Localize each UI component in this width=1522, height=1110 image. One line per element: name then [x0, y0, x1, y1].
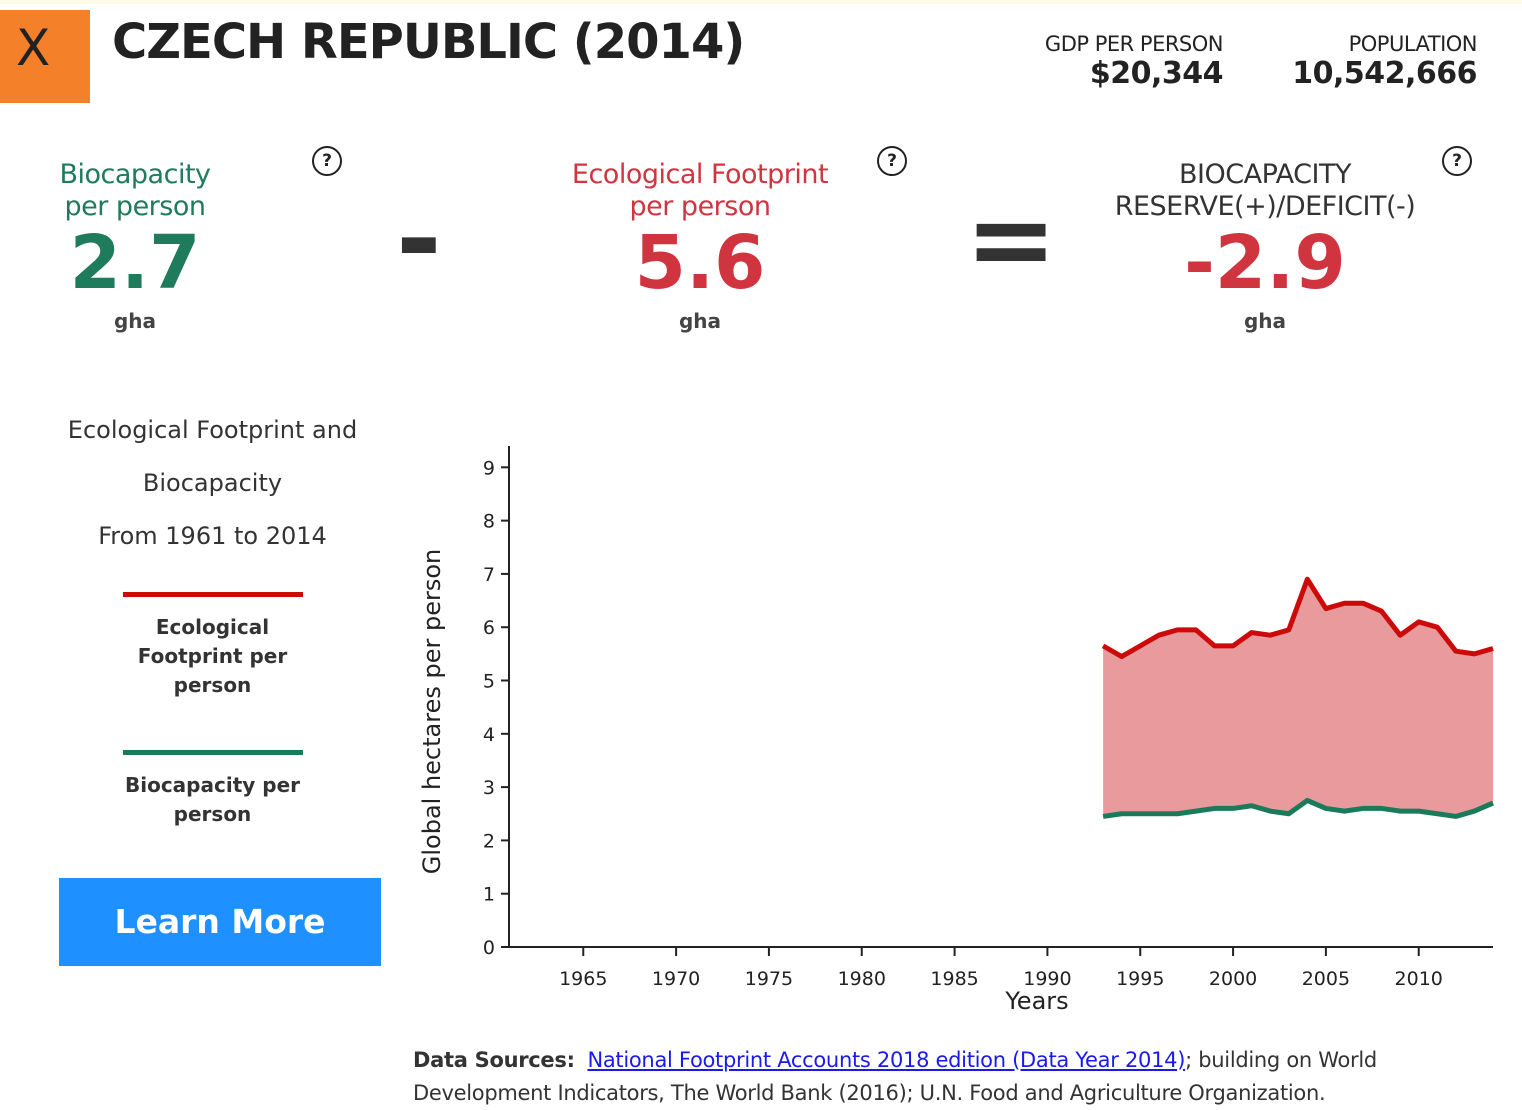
y-tick-label: 7: [483, 564, 495, 586]
x-tick-label: 1975: [745, 968, 793, 990]
footer-text: ; building on World Development Indicato…: [413, 1048, 1377, 1105]
description-line: Ecological Footprint and: [67, 416, 358, 444]
help-icon[interactable]: ?: [1442, 146, 1472, 176]
stat-label: POPULATION: [1348, 32, 1478, 56]
legend-item: Ecological Footprint per person: [90, 592, 335, 700]
x-tick-label: 1970: [652, 968, 700, 990]
description-line: From 1961 to 2014: [98, 522, 327, 550]
y-tick-label: 6: [483, 617, 495, 639]
y-tick-label: 8: [483, 511, 495, 533]
x-tick-label: 1965: [559, 968, 607, 990]
source-link[interactable]: National Footprint Accounts 2018 edition…: [587, 1048, 1186, 1072]
x-tick-label: 2005: [1302, 968, 1350, 990]
population-stat: POPULATION 10,542,666: [1292, 32, 1477, 91]
summary-item: BIOCAPACITY RESERVE(+)/DEFICIT(-) -2.9 gha: [1100, 159, 1430, 333]
summary-unit: gha: [678, 309, 722, 333]
chart: 0 1 2 3 4 5 6 7 8 9 1965 1970 1975 1980 1985 1990 1995 20…: [418, 446, 1494, 1015]
footer-label: Data Sources:: [413, 1048, 575, 1072]
gdp-stat: GDP PER PERSON $20,344: [1044, 32, 1224, 91]
x-tick-label: 1980: [838, 968, 886, 990]
legend-label: Biocapacity per person: [124, 773, 301, 826]
x-tick-label: 2000: [1209, 968, 1257, 990]
summary-label: Biocapacity per person: [59, 159, 211, 222]
footer: Data Sources: National Footprint Account…: [413, 1044, 1513, 1110]
summary-item: Biocapacity per person 2.7 gha: [0, 159, 300, 333]
summary-unit: gha: [113, 309, 157, 333]
x-tick-label: 1990: [1023, 968, 1071, 990]
x-tick-label: 1995: [1116, 968, 1164, 990]
summary-label: BIOCAPACITY RESERVE(+)/DEFICIT(-): [1114, 159, 1416, 222]
legend-label: Ecological Footprint per person: [137, 615, 288, 697]
summary-value: 5.6: [634, 220, 766, 306]
x-tick-label: 1985: [930, 968, 978, 990]
country-title: CZECH REPUBLIC (2014): [112, 14, 745, 70]
series-line: [1101, 576, 1494, 660]
y-tick-label: 0: [483, 937, 495, 959]
y-tick-label: 2: [483, 830, 495, 852]
help-icon[interactable]: ?: [312, 146, 342, 176]
y-axis-label: Global hectares per person: [418, 549, 446, 874]
y-tick-label: 3: [483, 777, 495, 799]
series-line: [1102, 797, 1494, 819]
x-axis-label: Years: [1004, 987, 1068, 1015]
summary-unit: gha: [1243, 309, 1287, 333]
summary-value: -2.9: [1184, 220, 1346, 306]
legend: Ecological Footprint per person Biocapaci…: [90, 592, 335, 879]
equals-operator: =: [965, 175, 1058, 303]
y-tick-label: 4: [483, 724, 495, 746]
y-tick-label: 9: [483, 457, 495, 479]
stat-label: GDP PER PERSON: [1044, 32, 1224, 56]
summary-item: Ecological Footprint per person 5.6 gha: [535, 159, 865, 333]
stat-value: $20,344: [1089, 56, 1224, 91]
learn-more-button[interactable]: Learn More: [59, 878, 381, 966]
legend-swatch: [122, 592, 303, 597]
help-icon[interactable]: ?: [877, 146, 907, 176]
stat-value: 10,542,666: [1292, 56, 1477, 91]
y-tick-label: 5: [483, 671, 495, 693]
close-button[interactable]: X: [0, 10, 90, 103]
summary-label: Ecological Footprint per person: [571, 159, 829, 222]
y-tick-label: 1: [483, 884, 495, 906]
deficit-area: [1103, 579, 1493, 817]
chart-description: Ecological Footprint and Biocapacity Fro…: [40, 404, 385, 563]
description-line: Biocapacity: [142, 469, 283, 497]
x-tick-label: 2010: [1395, 968, 1443, 990]
legend-swatch: [122, 750, 303, 755]
legend-item: Biocapacity per person: [90, 750, 335, 829]
minus-operator: -: [396, 175, 442, 303]
summary-value: 2.7: [69, 220, 201, 306]
